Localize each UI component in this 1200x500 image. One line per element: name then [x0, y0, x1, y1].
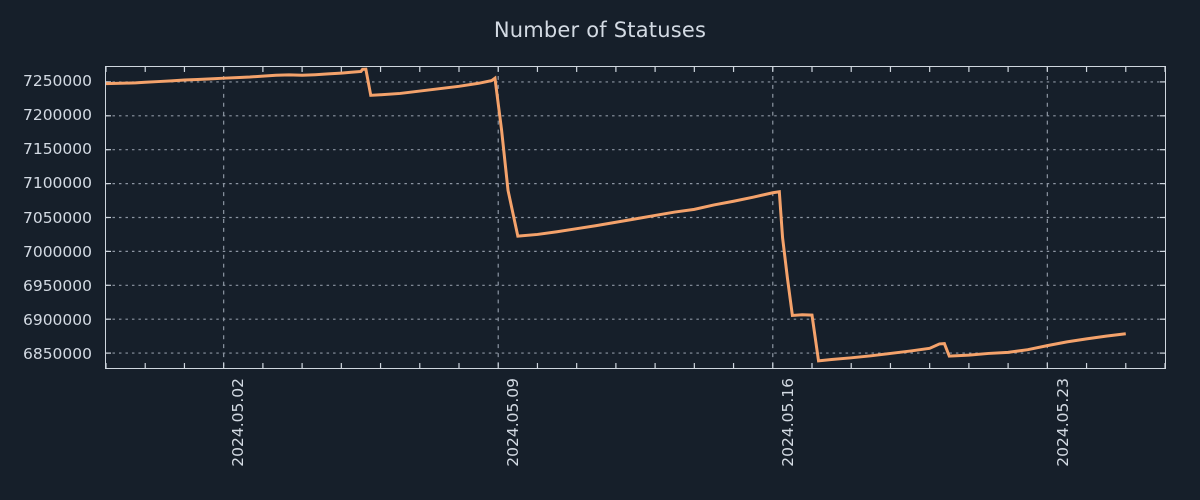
y-tick-label: 7250000 [22, 72, 92, 90]
y-tick-label: 7050000 [22, 208, 92, 227]
x-tick-label: 2024.05.16 [779, 378, 798, 467]
x-tick-label: 2024.05.09 [503, 378, 522, 467]
x-tick-label: 2024.05.02 [228, 378, 247, 467]
series-line-number-of-statuses [105, 67, 1126, 363]
y-tick-label: 6850000 [22, 344, 92, 363]
y-tick-label: 7000000 [22, 242, 92, 261]
y-tick-label: 6900000 [22, 310, 92, 329]
chart-title: Number of Statuses [493, 18, 707, 42]
plot-area [105, 66, 1166, 369]
y-tick-label: 7200000 [22, 106, 92, 125]
y-tick-label: 6950000 [22, 276, 92, 295]
x-tick-label: 2024.05.23 [1054, 378, 1073, 467]
data-series-line [105, 67, 1126, 363]
y-tick-label: 7100000 [22, 174, 92, 193]
y-tick-label: 7150000 [22, 140, 92, 159]
